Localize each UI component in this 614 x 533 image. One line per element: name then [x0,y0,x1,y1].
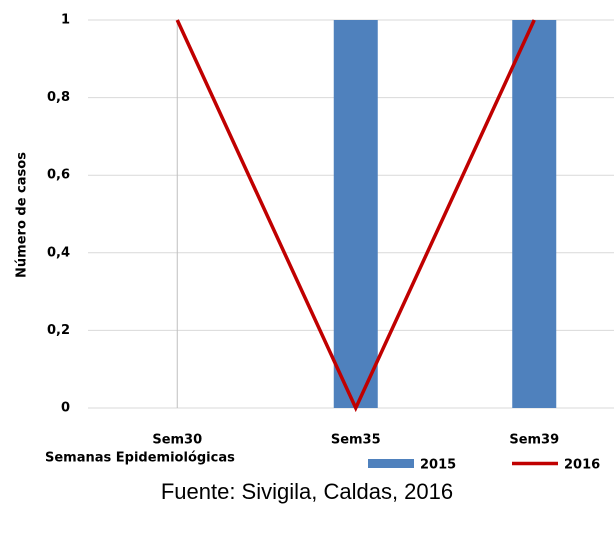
y-tick-label: 0,4 [47,245,70,260]
x-tick-label: Sem35 [331,433,381,448]
y-tick-label: 0,6 [47,168,70,183]
legend-label: 2016 [564,458,600,473]
y-tick-label: 0,8 [47,90,70,105]
x-tick-label: Sem30 [152,433,202,448]
x-axis-label: Semanas Epidemiológicas [45,451,235,466]
y-tick-label: 1 [61,13,70,28]
x-tick-label: Sem39 [509,433,559,448]
legend-label: 2015 [420,458,456,473]
source: Fuente: Sivigila, Caldas, 2016 [161,479,453,504]
legend-swatch [368,459,414,468]
y-axis-label: Número de casos [15,152,30,278]
bar [512,20,557,408]
y-tick-label: 0 [61,401,70,416]
bar [333,20,378,408]
y-tick-label: 0,2 [47,323,70,338]
line [175,19,536,413]
